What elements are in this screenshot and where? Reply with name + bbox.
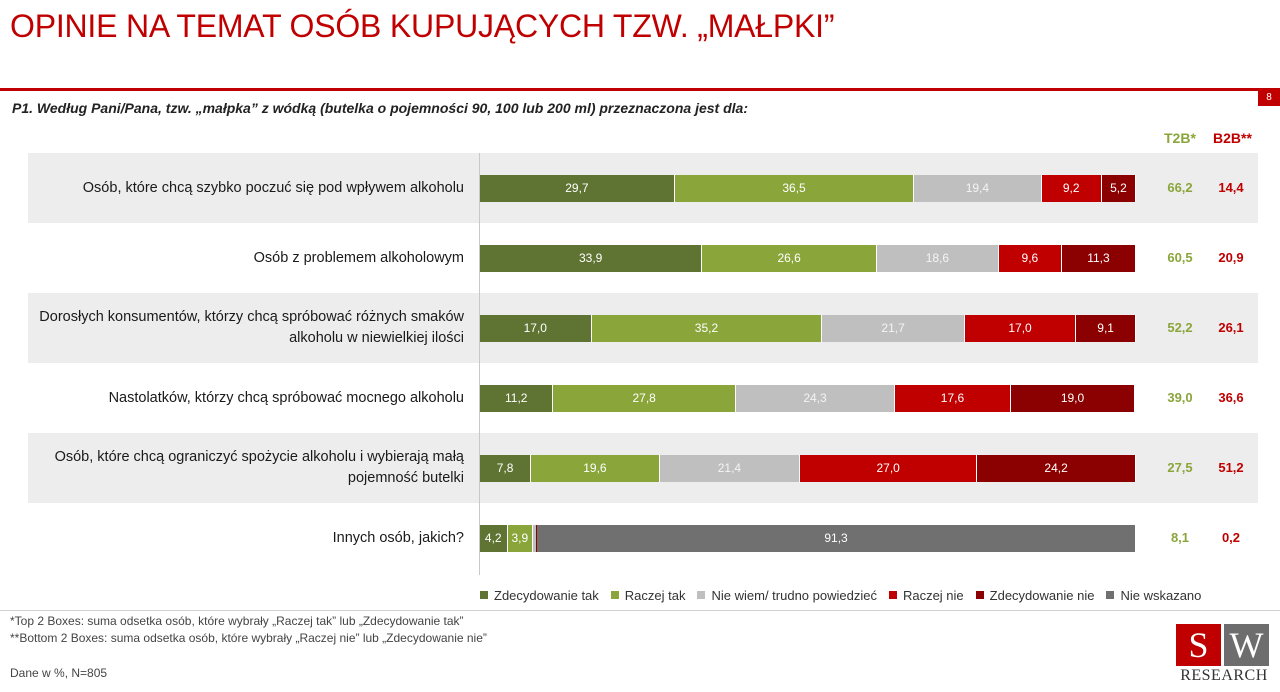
legend-label: Nie wiem/ trudno powiedzieć bbox=[711, 587, 877, 603]
bar-segment: 9,6 bbox=[998, 244, 1062, 272]
question-text: P1. Według Pani/Pana, tzw. „małpka” z wó… bbox=[12, 100, 748, 116]
logo-wordmark: RESEARCH bbox=[1180, 667, 1268, 684]
category-label: Osób, które chcą ograniczyć spożycie alk… bbox=[54, 449, 464, 486]
t2b-value: 8,1 bbox=[1170, 530, 1190, 545]
category-label: Innych osób, jakich? bbox=[332, 529, 464, 546]
legend-label: Raczej nie bbox=[902, 587, 964, 603]
page-number-badge: 8 bbox=[1258, 90, 1280, 106]
legend-label: Nie wskazano bbox=[1120, 587, 1202, 603]
slide-title: OPINIE NA TEMAT OSÓB KUPUJĄCYCH TZW. „MA… bbox=[10, 8, 835, 44]
bar-segment: 35,2 bbox=[591, 314, 823, 342]
legend-label: Zdecydowanie tak bbox=[494, 587, 599, 603]
bar-segment: 17,0 bbox=[480, 314, 592, 342]
logo-w-letter: W bbox=[1224, 624, 1269, 666]
bar-segment: 36,5 bbox=[674, 174, 915, 202]
chart-legend: Zdecydowanie tak Raczej tak Nie wiem/ trud… bbox=[480, 587, 1213, 603]
stacked-bar: 7,8 19,6 21,4 27,0 24,2 bbox=[480, 454, 1136, 482]
b2b-value: 20,9 bbox=[1218, 250, 1244, 265]
bar-segment: 19,4 bbox=[914, 174, 1042, 202]
stacked-bar: 17,0 35,2 21,7 17,0 9,1 bbox=[480, 314, 1136, 342]
b2b-value: 0,2 bbox=[1221, 530, 1241, 545]
legend-item: Zdecydowanie tak bbox=[480, 588, 599, 603]
bar-segment: 17,6 bbox=[895, 384, 1011, 412]
bar-segment: 3,9 bbox=[507, 524, 534, 552]
stacked-bar: 11,2 27,8 24,3 17,6 19,0 bbox=[480, 384, 1136, 412]
b2b-value: 14,4 bbox=[1218, 180, 1244, 195]
bar-segment: 9,1 bbox=[1076, 314, 1136, 342]
bar-segment: 17,0 bbox=[964, 314, 1077, 342]
b2b-column-header: B2B** bbox=[1213, 130, 1252, 146]
chart-axis-line bbox=[479, 153, 480, 575]
bar-segment bbox=[533, 524, 536, 552]
t2b-value: 27,5 bbox=[1167, 460, 1193, 475]
logo-s-letter: S bbox=[1176, 624, 1221, 666]
legend-swatch bbox=[697, 591, 706, 599]
legend-label: Zdecydowanie nie bbox=[989, 587, 1095, 603]
category-label: Nastolatków, którzy chcą spróbować mocne… bbox=[108, 389, 464, 406]
bar-segment: 5,2 bbox=[1101, 174, 1136, 202]
bar-segment: 19,6 bbox=[531, 454, 660, 482]
category-label: Osób, które chcą szybko poczuć się pod w… bbox=[82, 179, 464, 196]
data-base-note: Dane w %, N=805 bbox=[10, 666, 108, 680]
bar-segment: 91,3 bbox=[537, 524, 1136, 552]
bar-segment: 24,2 bbox=[977, 454, 1136, 482]
legend-swatch bbox=[610, 591, 619, 599]
bar-segment: 19,0 bbox=[1010, 384, 1136, 412]
stacked-bar: 4,2 3,9 91,3 bbox=[480, 524, 1136, 552]
t2b-value: 52,2 bbox=[1167, 320, 1193, 335]
legend-swatch bbox=[888, 591, 897, 599]
bar-segment: 29,7 bbox=[480, 174, 675, 202]
bar-segment: 27,0 bbox=[800, 454, 978, 482]
bar-segment: 33,9 bbox=[480, 244, 703, 272]
stacked-bar: 29,7 36,5 19,4 9,2 5,2 bbox=[480, 174, 1136, 202]
legend-item: Nie wskazano bbox=[1106, 588, 1201, 603]
b2b-value: 26,1 bbox=[1218, 320, 1244, 335]
legend-swatch bbox=[975, 591, 984, 599]
bar-segment: 18,6 bbox=[876, 244, 999, 272]
t2b-value: 66,2 bbox=[1167, 180, 1193, 195]
legend-swatch bbox=[1106, 591, 1115, 599]
category-label: Dorosłych konsumentów, którzy chcą sprób… bbox=[39, 309, 464, 346]
bar-segment: 21,4 bbox=[659, 454, 801, 482]
bar-segment bbox=[535, 524, 537, 552]
category-label: Osób z problemem alkoholowym bbox=[253, 249, 464, 266]
legend-item: Nie wiem/ trudno powiedzieć bbox=[697, 587, 877, 603]
footnote-b2b: **Bottom 2 Boxes: suma odsetka osób, któ… bbox=[10, 631, 487, 645]
legend-item: Zdecydowanie nie bbox=[975, 587, 1095, 603]
footer-divider bbox=[0, 610, 1280, 611]
legend-swatch bbox=[480, 591, 488, 599]
t2b-column-header: T2B* bbox=[1164, 130, 1196, 146]
sw-research-logo: S W RESEARCH bbox=[1176, 624, 1272, 686]
bar-segment bbox=[536, 524, 538, 552]
legend-item: Raczej tak bbox=[610, 587, 686, 603]
bar-segment: 9,2 bbox=[1041, 174, 1102, 202]
title-divider bbox=[0, 88, 1280, 91]
bar-segment: 7,8 bbox=[480, 454, 532, 482]
legend-label: Raczej tak bbox=[624, 587, 686, 603]
bar-segment: 24,3 bbox=[735, 384, 896, 412]
bar-segment: 11,3 bbox=[1061, 244, 1136, 272]
t2b-value: 60,5 bbox=[1167, 250, 1193, 265]
bar-segment: 4,2 bbox=[480, 524, 508, 552]
bar-segment: 26,6 bbox=[702, 244, 877, 272]
legend-item: Raczej nie bbox=[888, 587, 964, 603]
b2b-value: 36,6 bbox=[1218, 390, 1244, 405]
t2b-value: 39,0 bbox=[1167, 390, 1193, 405]
stacked-bar: 33,9 26,6 18,6 9,6 11,3 bbox=[480, 244, 1136, 272]
bar-segment: 27,8 bbox=[553, 384, 736, 412]
bar-segment: 21,7 bbox=[822, 314, 965, 342]
bar-segment: 11,2 bbox=[480, 384, 554, 412]
footnote-t2b: *Top 2 Boxes: suma odsetka osób, które w… bbox=[10, 614, 464, 628]
b2b-value: 51,2 bbox=[1218, 460, 1244, 475]
